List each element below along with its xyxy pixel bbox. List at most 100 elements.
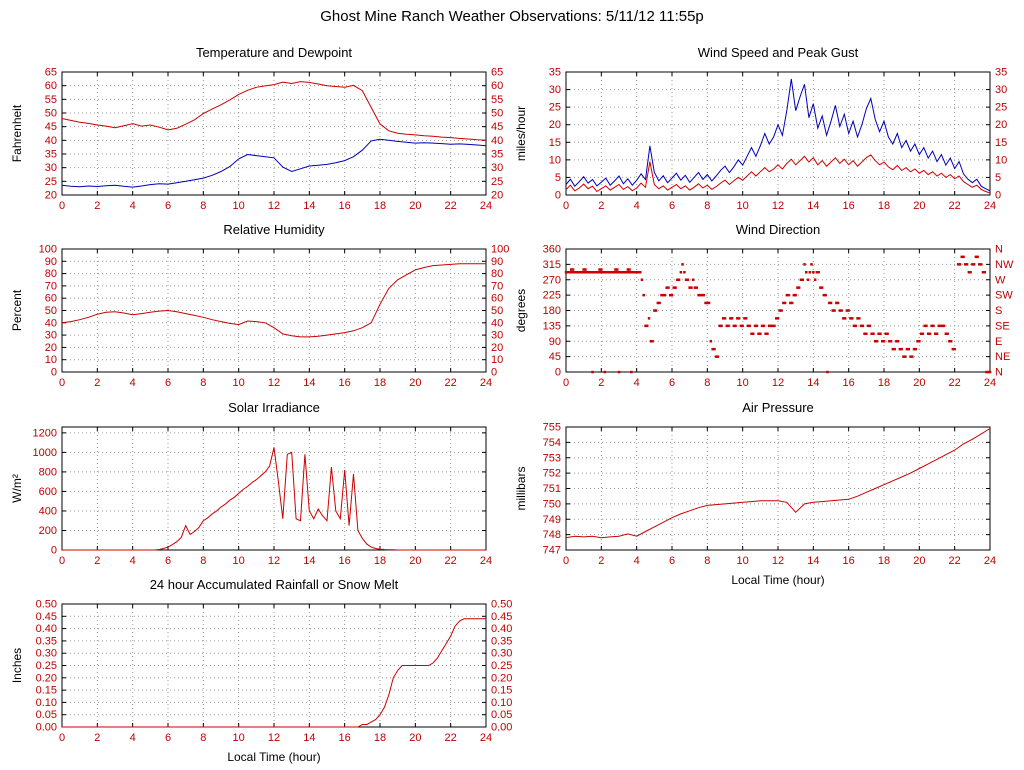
x-tick-label: 2 [598, 555, 604, 567]
y-tick-label: 0.10 [36, 697, 57, 709]
y-tick-label: 0.40 [36, 623, 57, 635]
x-tick-label: 16 [843, 200, 855, 212]
point [660, 293, 663, 297]
y-tick-label-right: SW [995, 290, 1013, 302]
point [614, 271, 617, 274]
point [856, 317, 859, 320]
point [598, 268, 601, 271]
y-tick-label: 20 [549, 119, 561, 131]
y-tick-label: 0.05 [36, 709, 57, 721]
y-tick-label: 50 [45, 108, 57, 120]
y-axis-label: W/m² [10, 474, 24, 503]
x-tick-label: 24 [984, 555, 996, 567]
point [979, 263, 983, 266]
point [808, 271, 812, 274]
point [852, 324, 856, 328]
point [566, 271, 569, 274]
y-tick-label-right: 20 [995, 119, 1007, 131]
chart-title: Relative Humidity [223, 222, 325, 237]
point [591, 370, 594, 374]
x-tick-label: 24 [984, 200, 996, 212]
chart-temperature-dewpoint: 0 2 4 6 8 10 12 14 16 18 20 22 242025303540455055606… [10, 45, 503, 212]
y-tick-label-right: 65 [491, 67, 503, 79]
x-tick-label: 12 [772, 377, 784, 389]
y-tick-label-right: NE [995, 351, 1010, 363]
point [958, 263, 962, 266]
x-tick-label: 14 [303, 200, 315, 212]
y-tick-label-right: N [995, 367, 1003, 379]
dewpoint-line [61, 138, 487, 188]
point [730, 317, 734, 320]
point [944, 332, 948, 335]
point [681, 263, 684, 266]
wind-direction-points [564, 255, 992, 374]
point [586, 271, 589, 274]
x-tick-label: 24 [480, 732, 492, 744]
point [663, 293, 667, 297]
chart-air-pressure: 0 2 4 6 8 10 12 14 16 18 20 22 247477487497507517527… [514, 400, 996, 587]
point [619, 271, 622, 274]
x-tick-label: 2 [94, 200, 100, 212]
point [983, 271, 986, 274]
y-tick-label: 600 [39, 486, 57, 498]
point [978, 263, 981, 266]
x-tick-label: 4 [130, 200, 136, 212]
x-tick-label: 16 [843, 555, 855, 567]
point [849, 317, 852, 320]
point [797, 286, 801, 289]
point [898, 347, 902, 351]
y-tick-label-right: 10 [995, 154, 1007, 166]
point [766, 332, 769, 335]
y-tick-label: 25 [45, 176, 57, 188]
y-tick-label: 225 [543, 290, 561, 302]
point [737, 317, 741, 320]
x-tick-label: 22 [949, 377, 961, 389]
x-tick-label: 22 [445, 200, 457, 212]
y-tick-label: 65 [45, 67, 57, 79]
y-tick-label: 751 [543, 483, 561, 495]
y-tick-label-right: 5 [995, 172, 1001, 184]
point [683, 271, 686, 274]
point [873, 340, 877, 343]
y-tick-label: 1200 [33, 427, 57, 439]
point [914, 347, 918, 351]
y-tick-label: 100 [39, 244, 57, 256]
y-tick-label: 0.30 [36, 648, 57, 660]
x-tick-label: 8 [704, 200, 710, 212]
x-tick-label: 18 [878, 555, 890, 567]
point [639, 271, 642, 274]
y-tick-label: 360 [543, 244, 561, 256]
x-tick-label: 24 [480, 555, 492, 567]
y-tick-label-right: 80 [491, 268, 503, 280]
point [649, 340, 653, 343]
point [859, 324, 863, 328]
point [946, 332, 949, 335]
x-tick-label: 4 [130, 732, 136, 744]
point [610, 271, 614, 274]
point [670, 293, 674, 297]
temperature-line [61, 81, 487, 141]
x-tick-label: 14 [807, 555, 819, 567]
point [842, 317, 845, 320]
x-tick-label: 10 [737, 555, 749, 567]
y-tick-label: 315 [543, 259, 561, 271]
point [875, 340, 879, 343]
x-tick-label: 14 [303, 732, 315, 744]
y-tick-label-right: 0 [995, 190, 1001, 202]
point [870, 332, 873, 335]
y-tick-label: 80 [45, 268, 57, 280]
point [578, 271, 582, 274]
point [941, 324, 944, 328]
y-tick-label: 752 [543, 468, 561, 480]
y-tick-label: 40 [45, 317, 57, 329]
x-tick-label: 0 [563, 377, 569, 389]
point [656, 301, 660, 305]
x-tick-label: 14 [807, 377, 819, 389]
point [861, 324, 865, 328]
point [746, 324, 750, 328]
point [838, 309, 842, 312]
x-tick-label: 18 [878, 377, 890, 389]
point [727, 324, 730, 328]
point [886, 332, 889, 335]
point [575, 271, 578, 274]
